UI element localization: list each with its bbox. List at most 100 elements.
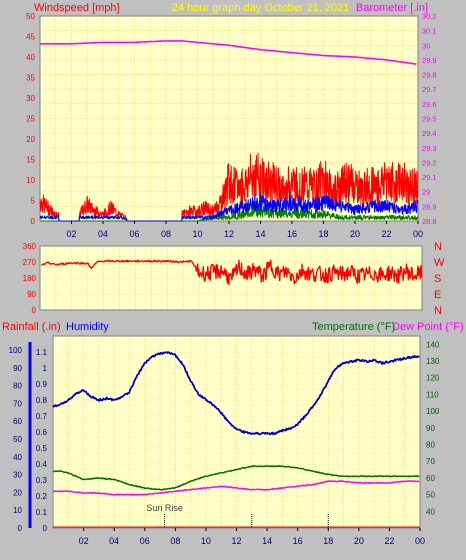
rainfall-tick-label: 50 [13,435,22,444]
rainfall-tick-label: 10 [13,506,22,515]
temperature-panel-xtick-label: 14 [262,536,272,546]
barometer-tick-label: 30.2 [422,12,437,21]
temperature-panel-xtick-label: 08 [170,536,180,546]
direction-tick-label: 270 [23,258,37,267]
barometer-tick-label: 28.8 [422,217,437,226]
temperature-tick-label: 100 [426,407,440,416]
compass-label: W [434,257,445,269]
windspeed-tick-label: 10 [26,176,35,185]
barometer-axis-label: Barometer [.in] [356,2,428,14]
humidity-tick-label: 0.5 [36,444,48,453]
windspeed-axis-label: Windspeed [mph] [34,2,120,14]
temperature-panel-xtick-label: 04 [109,536,119,546]
wind-panel-xtick-label: 08 [161,229,171,239]
temperature-tick-label: 70 [426,457,435,466]
barometer-tick-label: 29.3 [422,144,437,153]
windspeed-tick-label: 20 [26,135,35,144]
rainfall-tick-label: 100 [9,346,23,355]
temperature-panel-xtick-label: 10 [201,536,211,546]
temperature-panel-xtick-label: 02 [79,536,89,546]
wind-panel-xtick-label: 22 [381,229,391,239]
temperature-panel-xtick-label: 18 [323,536,333,546]
wind-panel-xtick-label: 04 [98,229,108,239]
direction-tick-label: 180 [23,274,37,283]
temperature-panel-xtick-label: 06 [140,536,150,546]
rainfall-tick-label: 40 [13,453,22,462]
humidity-tick-label: 0.3 [36,476,48,485]
temperature-panel-xtick-label: 00 [415,536,425,546]
humidity-tick-label: 0.6 [36,428,48,437]
direction-tick-label: 0 [32,306,37,315]
wind-panel-xtick-label: 10 [192,229,202,239]
humidity-tick-label: 0.9 [36,380,48,389]
wind-panel-xtick-label: 12 [224,229,234,239]
rainfall-tick-label: 60 [13,417,22,426]
rainfall-tick-label: 70 [13,399,22,408]
windspeed-tick-label: 35 [26,74,35,83]
temperature-panel-xtick-label: 20 [354,536,364,546]
rainfall-tick-label: 0 [18,524,23,533]
wind-direction-line [41,259,423,285]
direction-tick-label: 90 [27,290,36,299]
humidity-tick-label: 0 [43,524,48,533]
sunrise-annotation: Sun Rise [146,503,183,513]
windspeed-tick-label: 50 [26,12,35,21]
wind-gust-line [39,152,419,222]
compass-label: E [434,289,441,301]
graph-title: 24 hour graph day October 21, 2021 [172,2,349,14]
humidity-tick-label: 0.1 [36,508,48,517]
windspeed-tick-label: 25 [26,115,35,124]
barometer-tick-label: 29.2 [422,158,437,167]
wind-panel-xtick-label: 00 [413,229,423,239]
windspeed-tick-label: 30 [26,94,35,103]
temperature-tick-label: 130 [426,357,440,366]
dewpoint-line [52,480,420,496]
rainfall-axis-label: Rainfall (.in) [2,321,61,333]
temperature-tick-label: 90 [426,424,435,433]
barometer-tick-label: 29.8 [422,71,437,80]
humidity-line [52,351,420,436]
humidity-tick-label: 1.1 [36,348,48,357]
humidity-tick-label: 0.4 [36,460,48,469]
humidity-tick-label: 1 [43,364,48,373]
wind-panel-xtick-label: 14 [255,229,265,239]
windspeed-tick-label: 5 [31,197,36,206]
wind-panel-xtick-label: 16 [287,229,297,239]
wind-panel-xtick-label: 18 [318,229,328,239]
temperature-panel-xtick-label: 12 [231,536,241,546]
wind-panel-xtick-label: 06 [129,229,139,239]
temperature-panel-xtick-label: 16 [293,536,303,546]
rainfall-tick-label: 20 [13,488,22,497]
wind-panel-xtick-label: 20 [350,229,360,239]
windspeed-tick-label: 45 [26,33,35,42]
humidity-tick-label: 0.7 [36,412,48,421]
wind-panel-xtick-label: 02 [66,229,76,239]
chart-panels: 0510152025303540455028.828.92929.129.229… [9,12,445,546]
temperature-tick-label: 110 [426,390,439,399]
temperature-tick-label: 140 [426,340,440,349]
humidity-tick-label: 0.8 [36,396,48,405]
barometer-tick-label: 29.1 [422,173,437,182]
temperature-tick-label: 60 [426,474,435,483]
rainfall-tick-label: 30 [13,471,22,480]
temperature-line [52,465,420,491]
temperature-panel-xtick-label: 22 [384,536,394,546]
compass-label: N [434,305,442,317]
humidity-tick-label: 0.2 [36,492,48,501]
rainfall-tick-label: 90 [13,364,22,373]
windspeed-tick-label: 0 [31,217,36,226]
temperature-tick-label: 120 [426,374,440,383]
compass-label: S [434,273,441,285]
direction-tick-label: 360 [23,242,37,251]
windspeed-tick-label: 40 [26,53,35,62]
temperature-tick-label: 50 [426,491,435,500]
barometer-tick-label: 29 [422,188,430,197]
barometer-tick-label: 30 [422,41,430,50]
barometer-tick-label: 30.1 [422,27,437,36]
temperature-tick-label: 80 [426,441,435,450]
rainfall-tick-label: 80 [13,382,22,391]
windspeed-tick-label: 15 [26,156,35,165]
dewpoint-axis-label: Dew Point (°F) [392,321,464,333]
